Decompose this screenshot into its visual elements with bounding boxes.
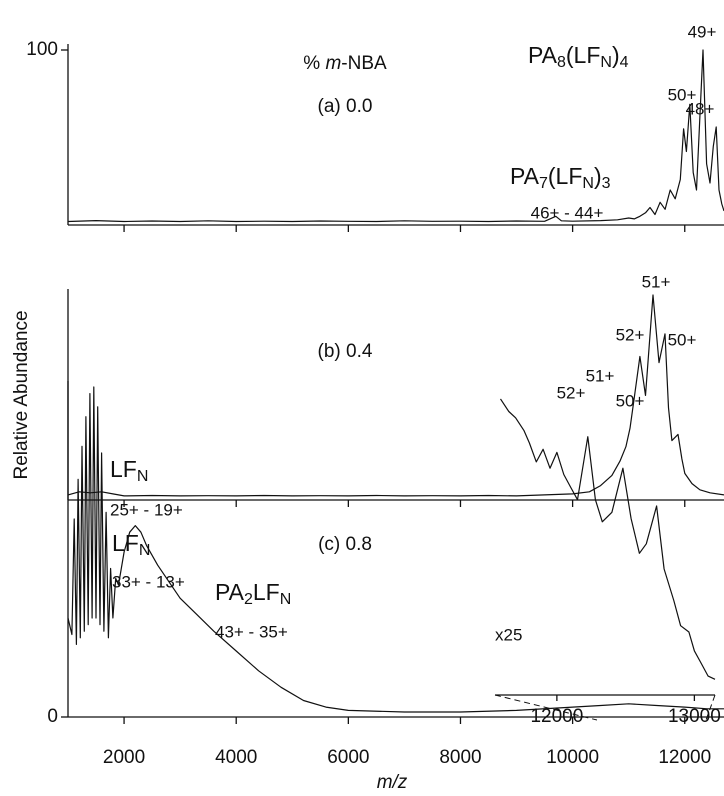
spectrum-line <box>67 49 724 223</box>
peak-label: 51+ <box>586 366 615 385</box>
zoom-line <box>494 694 716 721</box>
peak-label: 50+ <box>668 330 697 349</box>
inset-spectrum-line <box>499 398 716 680</box>
species-label: PA2LFN <box>215 579 291 608</box>
peak-label: 52+ <box>557 383 586 402</box>
species-part: N <box>280 591 292 608</box>
x-tick-label: 4000 <box>215 747 257 768</box>
panel-label: (a) 0.0 <box>318 96 373 117</box>
species-label: LFN <box>110 456 148 485</box>
x-axis-label: m/z <box>377 772 408 793</box>
peak-label: 50+ <box>616 391 645 410</box>
species-part: PA <box>215 579 245 605</box>
species-part: (LF <box>566 42 601 68</box>
panel-label: (b) 0.4 <box>318 341 373 362</box>
x-tick-label: 2000 <box>103 747 145 768</box>
spectrum-line <box>67 294 724 497</box>
species-part: LF <box>112 530 139 556</box>
inset-scale: x25 <box>495 625 522 644</box>
species-part: ) <box>612 42 620 68</box>
species-part: LF <box>253 579 280 605</box>
charge-range: 33+ - 13+ <box>112 572 185 591</box>
species-part: N <box>139 542 151 559</box>
x-tick-label: 10000 <box>546 747 599 768</box>
species-part: N <box>137 468 149 485</box>
charge-range: 46+ - 44+ <box>531 203 604 222</box>
legend-title-part: -NBA <box>341 53 387 74</box>
species-part: 2 <box>244 591 253 608</box>
charge-range: 25+ - 19+ <box>110 500 183 519</box>
inset-x-tick-label: 12000 <box>530 706 583 727</box>
species-label: LFN <box>112 530 150 559</box>
species-part: 8 <box>557 54 566 71</box>
peak-label: 52+ <box>616 325 645 344</box>
x-tick-label: 12000 <box>658 747 711 768</box>
inset-x-tick-label: 13000 <box>668 706 721 727</box>
species-part: (LF <box>548 163 583 189</box>
species-part: ) <box>594 163 602 189</box>
legend-title: % m-NBA <box>303 53 387 74</box>
legend-title-part: m <box>325 53 341 74</box>
legend-title-part: % <box>303 53 325 74</box>
y-tick-label: 100 <box>26 39 58 60</box>
species-part: LF <box>110 456 137 482</box>
y-tick-label: 0 <box>47 706 58 727</box>
species-part: N <box>600 54 612 71</box>
species-part: 7 <box>539 175 548 192</box>
x-tick-label: 6000 <box>327 747 369 768</box>
species-part: 4 <box>620 54 629 71</box>
y-axis-label: Relative Abundance <box>11 310 32 479</box>
species-part: N <box>582 175 594 192</box>
species-label: PA7(LFN)3 <box>510 163 611 192</box>
x-tick-label: 8000 <box>439 747 481 768</box>
charge-range: 43+ - 35+ <box>215 622 288 641</box>
species-label: PA8(LFN)4 <box>528 42 629 71</box>
peak-label: 49+ <box>688 22 717 41</box>
species-part: PA <box>528 42 558 68</box>
spectrum-line <box>67 386 724 713</box>
peak-label: 50+ <box>668 85 697 104</box>
species-part: PA <box>510 163 540 189</box>
peak-label: 51+ <box>642 272 671 291</box>
panel-label: (c) 0.8 <box>318 534 372 555</box>
species-part: 3 <box>602 175 611 192</box>
